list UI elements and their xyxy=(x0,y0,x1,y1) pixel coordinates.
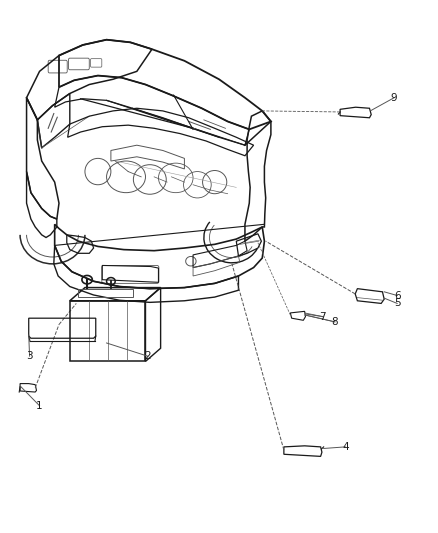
Text: 3: 3 xyxy=(26,351,33,361)
Text: 5: 5 xyxy=(394,298,400,309)
Text: 6: 6 xyxy=(394,290,400,301)
Text: 4: 4 xyxy=(342,442,349,452)
Text: 9: 9 xyxy=(391,93,397,103)
Text: 7: 7 xyxy=(319,312,326,321)
Text: 1: 1 xyxy=(36,401,43,411)
Text: 8: 8 xyxy=(332,317,338,327)
Text: 2: 2 xyxy=(145,351,151,361)
